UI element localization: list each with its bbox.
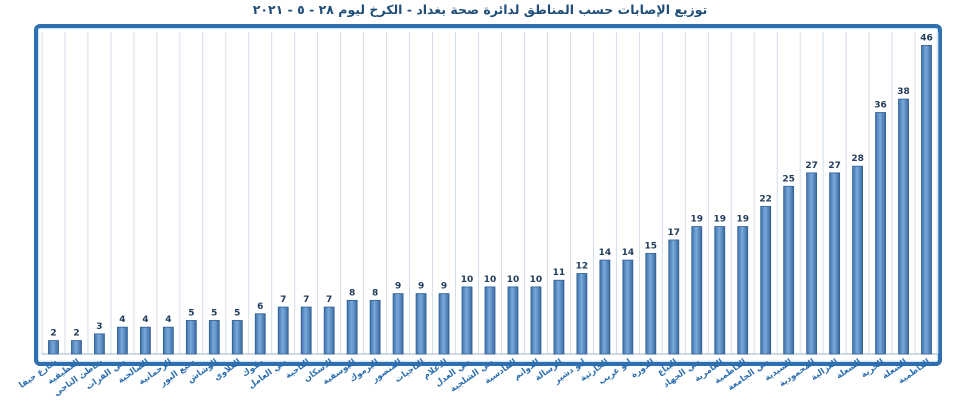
bar	[760, 206, 772, 355]
value-label: 5	[211, 308, 217, 318]
bar	[783, 185, 795, 355]
value-label: 19	[691, 215, 704, 225]
value-label: 11	[553, 268, 566, 278]
value-label: 2	[73, 329, 79, 339]
value-label: 46	[920, 33, 933, 43]
value-label: 28	[851, 154, 864, 164]
value-label: 12	[576, 262, 589, 272]
bar	[668, 239, 680, 355]
value-label: 8	[349, 288, 355, 298]
value-label: 10	[530, 275, 543, 285]
value-label: 15	[645, 241, 658, 251]
category-label: الدورة	[629, 357, 656, 380]
bar	[691, 226, 703, 355]
bar	[622, 259, 634, 355]
bar	[576, 273, 588, 355]
value-label: 14	[622, 248, 635, 258]
bar	[139, 326, 151, 355]
value-label: 5	[234, 308, 240, 318]
bar	[300, 306, 312, 355]
value-label: 6	[257, 302, 263, 312]
bar	[806, 172, 818, 355]
bar	[162, 326, 174, 355]
bar	[208, 320, 220, 355]
bar	[714, 226, 726, 355]
value-label: 25	[782, 174, 795, 184]
value-label: 5	[188, 308, 194, 318]
value-label: 10	[507, 275, 520, 285]
bar	[898, 98, 909, 355]
category-label: الشعلة	[834, 357, 863, 381]
bar	[323, 306, 335, 355]
bar	[599, 259, 611, 355]
value-label: 9	[441, 282, 447, 292]
value-label: 7	[303, 295, 309, 305]
bar	[277, 306, 289, 355]
value-label: 19	[736, 215, 749, 225]
value-label: 9	[418, 282, 424, 292]
bar	[553, 279, 565, 355]
bar	[829, 172, 841, 355]
bar	[415, 293, 427, 355]
bars	[48, 45, 932, 355]
bar	[461, 286, 473, 355]
value-label: 19	[713, 215, 726, 225]
bar	[392, 293, 404, 355]
bar	[254, 313, 266, 355]
bar	[346, 299, 358, 355]
bar	[921, 45, 932, 355]
value-label: 9	[395, 282, 401, 292]
value-label: 38	[897, 87, 910, 97]
value-label: 7	[326, 295, 332, 305]
value-label: 36	[874, 101, 887, 111]
value-label: 14	[599, 248, 612, 258]
value-label: 27	[805, 161, 818, 171]
grid-lines	[41, 32, 939, 355]
value-label: 2	[50, 329, 56, 339]
value-label: 22	[759, 194, 772, 204]
value-label: 7	[280, 295, 286, 305]
value-label: 27	[828, 161, 841, 171]
bar	[94, 333, 105, 355]
bar	[645, 252, 657, 355]
chart-title: توزيع الإصابات حسب المناطق لدائرة صحة بغ…	[252, 2, 708, 17]
bar	[507, 286, 519, 355]
value-label: 3	[96, 322, 102, 332]
bar	[875, 112, 886, 355]
bar	[185, 320, 197, 355]
value-label: 8	[372, 288, 378, 298]
bar	[737, 226, 749, 355]
value-label: 4	[119, 315, 125, 325]
value-label: 10	[461, 275, 474, 285]
bar	[231, 320, 243, 355]
bar	[369, 299, 381, 355]
value-label: 4	[165, 315, 171, 325]
bar	[48, 340, 59, 355]
value-label: 4	[142, 315, 148, 325]
bar	[530, 286, 542, 355]
value-label: 17	[668, 228, 681, 238]
value-label: 10	[484, 275, 497, 285]
bar	[71, 340, 82, 355]
bar	[117, 326, 128, 355]
bar	[852, 165, 863, 355]
bar	[438, 293, 450, 355]
bar	[484, 286, 496, 355]
